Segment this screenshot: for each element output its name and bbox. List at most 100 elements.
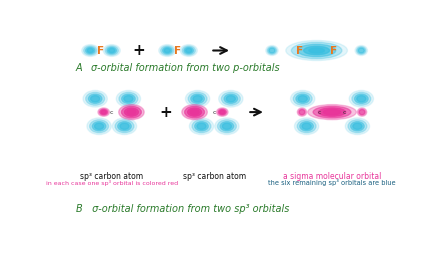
Ellipse shape — [185, 106, 205, 118]
Ellipse shape — [101, 110, 106, 114]
Text: sp³ carbon atom: sp³ carbon atom — [183, 171, 246, 181]
Ellipse shape — [358, 108, 367, 116]
Ellipse shape — [269, 48, 275, 53]
Ellipse shape — [90, 120, 109, 133]
Ellipse shape — [190, 109, 199, 115]
Ellipse shape — [217, 120, 236, 133]
Ellipse shape — [86, 92, 105, 105]
Ellipse shape — [119, 105, 144, 120]
Ellipse shape — [293, 92, 312, 105]
Ellipse shape — [91, 96, 100, 102]
Text: c: c — [110, 109, 114, 115]
Ellipse shape — [159, 45, 176, 56]
Text: F: F — [97, 45, 105, 56]
Ellipse shape — [266, 45, 278, 56]
Ellipse shape — [182, 105, 207, 120]
Ellipse shape — [109, 48, 115, 53]
Text: c: c — [317, 109, 321, 115]
Ellipse shape — [359, 109, 365, 115]
Ellipse shape — [267, 47, 277, 54]
Ellipse shape — [112, 118, 137, 135]
Ellipse shape — [300, 122, 313, 131]
Ellipse shape — [218, 109, 226, 115]
Ellipse shape — [120, 123, 129, 129]
Ellipse shape — [163, 47, 172, 54]
Ellipse shape — [297, 120, 316, 133]
Ellipse shape — [105, 46, 118, 55]
Ellipse shape — [226, 96, 236, 102]
Ellipse shape — [88, 94, 102, 103]
Text: +: + — [132, 43, 145, 58]
Ellipse shape — [180, 45, 197, 56]
Text: F: F — [330, 45, 337, 56]
Ellipse shape — [358, 48, 364, 53]
Ellipse shape — [357, 96, 366, 102]
Ellipse shape — [191, 94, 204, 103]
Text: sp³ carbon atom: sp³ carbon atom — [80, 171, 143, 181]
Ellipse shape — [219, 90, 243, 107]
Ellipse shape — [189, 118, 213, 135]
Ellipse shape — [299, 109, 305, 115]
Text: in each case one sp³ orbital is colored red: in each case one sp³ orbital is colored … — [46, 180, 178, 186]
Ellipse shape — [348, 120, 367, 133]
Ellipse shape — [297, 108, 307, 116]
Ellipse shape — [119, 92, 138, 105]
Ellipse shape — [100, 109, 108, 115]
Ellipse shape — [349, 90, 373, 107]
Ellipse shape — [355, 45, 367, 56]
Ellipse shape — [82, 45, 99, 56]
Ellipse shape — [182, 46, 195, 55]
Ellipse shape — [323, 109, 341, 115]
Ellipse shape — [187, 108, 202, 116]
Text: B   σ-orbital formation from two sp³ orbitals: B σ-orbital formation from two sp³ orbit… — [76, 204, 289, 214]
Ellipse shape — [298, 96, 307, 102]
Text: F: F — [175, 45, 182, 56]
Ellipse shape — [118, 122, 131, 131]
Ellipse shape — [87, 48, 93, 53]
Ellipse shape — [217, 108, 228, 116]
Ellipse shape — [103, 45, 120, 56]
Ellipse shape — [188, 92, 207, 105]
Ellipse shape — [95, 123, 104, 129]
Text: c: c — [213, 109, 216, 115]
Ellipse shape — [215, 118, 239, 135]
Ellipse shape — [220, 122, 234, 131]
Ellipse shape — [98, 108, 110, 116]
Text: A   σ-orbital formation from two p-orbitals: A σ-orbital formation from two p-orbital… — [76, 63, 280, 73]
Ellipse shape — [115, 120, 134, 133]
Ellipse shape — [195, 122, 208, 131]
Ellipse shape — [313, 106, 351, 118]
Ellipse shape — [302, 123, 311, 129]
Ellipse shape — [83, 90, 107, 107]
Ellipse shape — [107, 47, 117, 54]
Ellipse shape — [124, 96, 133, 102]
Ellipse shape — [186, 48, 192, 53]
Ellipse shape — [304, 46, 330, 55]
Ellipse shape — [357, 47, 366, 54]
Ellipse shape — [291, 42, 342, 59]
Ellipse shape — [354, 94, 368, 103]
Ellipse shape — [224, 94, 238, 103]
Ellipse shape — [220, 110, 225, 114]
Ellipse shape — [92, 122, 106, 131]
Ellipse shape — [122, 106, 141, 118]
Ellipse shape — [86, 47, 95, 54]
Ellipse shape — [197, 123, 206, 129]
Ellipse shape — [192, 120, 211, 133]
Ellipse shape — [160, 46, 174, 55]
Ellipse shape — [116, 90, 141, 107]
Ellipse shape — [221, 92, 240, 105]
Ellipse shape — [308, 105, 356, 120]
Ellipse shape — [122, 94, 135, 103]
Ellipse shape — [297, 44, 336, 57]
Text: +: + — [159, 105, 172, 120]
Ellipse shape — [193, 96, 202, 102]
Ellipse shape — [294, 118, 319, 135]
Ellipse shape — [186, 90, 210, 107]
Ellipse shape — [127, 109, 136, 115]
Ellipse shape — [290, 90, 315, 107]
Text: a sigma molecular orbital: a sigma molecular orbital — [283, 171, 381, 181]
Ellipse shape — [184, 47, 194, 54]
Ellipse shape — [309, 48, 324, 53]
Ellipse shape — [296, 94, 309, 103]
